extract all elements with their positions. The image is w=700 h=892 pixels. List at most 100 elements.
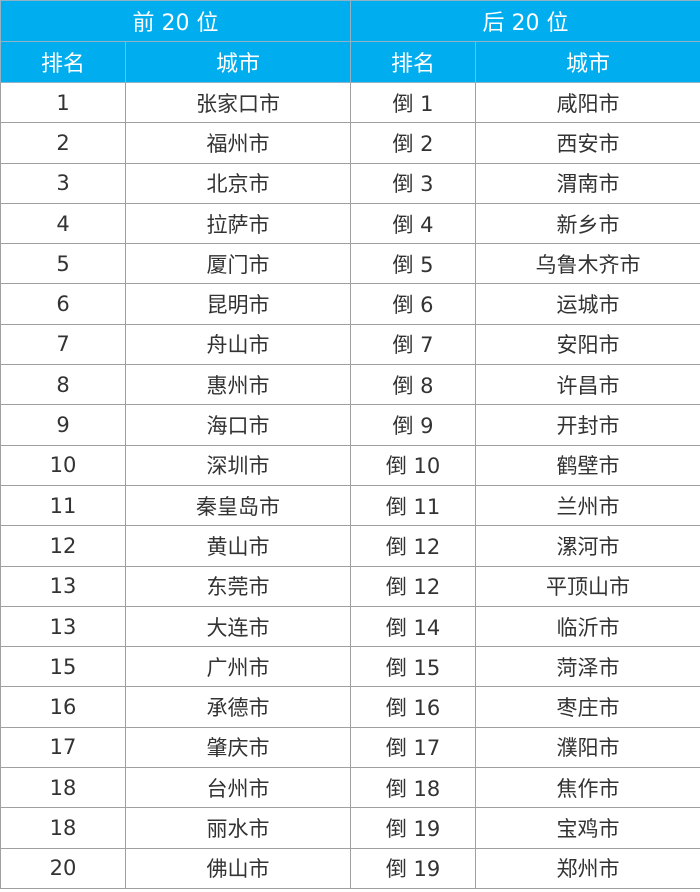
top-rank-cell: 7 <box>0 323 126 366</box>
top-city-cell: 深圳市 <box>124 444 352 486</box>
top-rank-cell: 1 <box>0 81 126 124</box>
table-row: 3 北京市倒 3 渭南市 <box>0 162 700 204</box>
table-row: 7 舟山市倒 7 安阳市 <box>0 323 700 366</box>
bottom-rank-cell: 倒 11 <box>350 484 477 527</box>
bottom-city-cell: 鹤壁市 <box>475 444 700 486</box>
top-rank-cell: 16 <box>0 686 126 728</box>
bottom-rank-cell: 倒 7 <box>350 323 477 366</box>
group-header-row: 前 20 位 后 20 位 <box>0 0 700 42</box>
bottom-city-cell: 枣庄市 <box>475 686 700 728</box>
bottom-rank-cell: 倒 12 <box>350 525 477 567</box>
top-rank-cell: 18 <box>0 767 126 809</box>
bottom-rank-cell: 倒 4 <box>350 202 477 245</box>
table-row: 18 丽水市倒 19 宝鸡市 <box>0 807 700 849</box>
bottom-city-cell: 新乡市 <box>475 202 700 245</box>
top-city-cell: 承德市 <box>124 686 352 728</box>
top-city-cell: 大连市 <box>124 605 352 648</box>
bottom-rank-cell: 倒 12 <box>350 565 477 607</box>
top-city-cell: 黄山市 <box>124 525 352 567</box>
bottom-city-cell: 渭南市 <box>475 162 700 204</box>
top-city-cell: 北京市 <box>124 162 352 204</box>
bottom-city-cell: 漯河市 <box>475 525 700 567</box>
bottom-city-cell: 濮阳市 <box>475 726 700 769</box>
table-row: 10 深圳市倒 10 鹤壁市 <box>0 444 700 486</box>
top-city-cell: 张家口市 <box>124 81 352 124</box>
bottom-rank-cell: 倒 10 <box>350 444 477 486</box>
bottom-city-cell: 宝鸡市 <box>475 807 700 849</box>
top-rank-cell: 10 <box>0 444 126 486</box>
top-rank-cell: 2 <box>0 122 126 164</box>
top-rank-cell: 8 <box>0 364 126 406</box>
bottom-rank-cell: 倒 18 <box>350 767 477 809</box>
top-city-cell: 海口市 <box>124 404 352 446</box>
table-row: 20 佛山市倒 19 郑州市 <box>0 847 700 889</box>
rank-column-header: 排名 <box>350 41 477 83</box>
table-row: 2 福州市倒 2 西安市 <box>0 122 700 164</box>
bottom-city-cell: 菏泽市 <box>475 646 700 688</box>
top-city-cell: 拉萨市 <box>124 202 352 245</box>
table-row: 17 肇庆市倒 17 濮阳市 <box>0 726 700 769</box>
rank-column-header: 排名 <box>0 41 126 83</box>
table-row: 8 惠州市倒 8 许昌市 <box>0 364 700 406</box>
bottom-city-cell: 安阳市 <box>475 323 700 366</box>
top-rank-cell: 12 <box>0 525 126 567</box>
table-row: 6 昆明市倒 6 运城市 <box>0 283 700 325</box>
bottom-city-cell: 乌鲁木齐市 <box>475 243 700 285</box>
table-row: 9 海口市倒 9 开封市 <box>0 404 700 446</box>
bottom-city-cell: 咸阳市 <box>475 81 700 124</box>
table-row: 13 东莞市倒 12 平顶山市 <box>0 565 700 607</box>
top-rank-cell: 9 <box>0 404 126 446</box>
bottom-rank-cell: 倒 3 <box>350 162 477 204</box>
top-city-cell: 东莞市 <box>124 565 352 607</box>
bottom-rank-cell: 倒 19 <box>350 847 477 889</box>
top-city-cell: 昆明市 <box>124 283 352 325</box>
bottom-rank-cell: 倒 17 <box>350 726 477 769</box>
top-city-cell: 厦门市 <box>124 243 352 285</box>
top-city-cell: 福州市 <box>124 122 352 164</box>
table-row: 1 张家口市倒 1 咸阳市 <box>0 81 700 124</box>
top-rank-cell: 6 <box>0 283 126 325</box>
table-row: 15 广州市倒 15 菏泽市 <box>0 646 700 688</box>
city-column-header: 城市 <box>124 41 352 83</box>
bottom-city-cell: 许昌市 <box>475 364 700 406</box>
top-rank-cell: 15 <box>0 646 126 688</box>
table-row: 13 大连市倒 14 临沂市 <box>0 605 700 648</box>
bottom-city-cell: 郑州市 <box>475 847 700 889</box>
top-rank-cell: 11 <box>0 484 126 527</box>
column-header-row: 排名 城市 排名 城市 <box>0 41 700 83</box>
top-city-cell: 肇庆市 <box>124 726 352 769</box>
top-rank-cell: 20 <box>0 847 126 889</box>
top-rank-cell: 13 <box>0 565 126 607</box>
bottom-rank-cell: 倒 8 <box>350 364 477 406</box>
top-20-header: 前 20 位 <box>0 0 352 42</box>
top-rank-cell: 17 <box>0 726 126 769</box>
top-rank-cell: 5 <box>0 243 126 285</box>
bottom-rank-cell: 倒 5 <box>350 243 477 285</box>
bottom-20-header: 后 20 位 <box>350 0 700 42</box>
top-rank-cell: 13 <box>0 605 126 648</box>
table-row: 4 拉萨市倒 4 新乡市 <box>0 202 700 245</box>
bottom-city-cell: 西安市 <box>475 122 700 164</box>
bottom-rank-cell: 倒 9 <box>350 404 477 446</box>
bottom-city-cell: 运城市 <box>475 283 700 325</box>
bottom-city-cell: 临沂市 <box>475 605 700 648</box>
bottom-rank-cell: 倒 14 <box>350 605 477 648</box>
table-row: 11 秦皇岛市倒 11 兰州市 <box>0 484 700 527</box>
bottom-rank-cell: 倒 16 <box>350 686 477 728</box>
bottom-city-cell: 平顶山市 <box>475 565 700 607</box>
table-row: 5 厦门市倒 5 乌鲁木齐市 <box>0 243 700 285</box>
bottom-city-cell: 兰州市 <box>475 484 700 527</box>
top-city-cell: 丽水市 <box>124 807 352 849</box>
table-row: 12 黄山市倒 12 漯河市 <box>0 525 700 567</box>
top-city-cell: 秦皇岛市 <box>124 484 352 527</box>
top-city-cell: 广州市 <box>124 646 352 688</box>
bottom-rank-cell: 倒 15 <box>350 646 477 688</box>
bottom-rank-cell: 倒 1 <box>350 81 477 124</box>
city-column-header: 城市 <box>475 41 700 83</box>
bottom-city-cell: 开封市 <box>475 404 700 446</box>
bottom-rank-cell: 倒 2 <box>350 122 477 164</box>
top-city-cell: 佛山市 <box>124 847 352 889</box>
top-rank-cell: 4 <box>0 202 126 245</box>
top-rank-cell: 3 <box>0 162 126 204</box>
